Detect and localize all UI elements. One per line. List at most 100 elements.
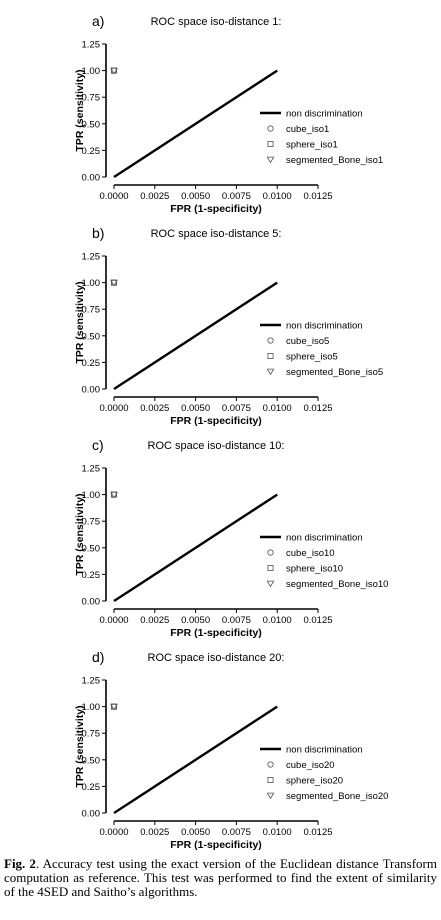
legend-entry: non discrimination <box>286 533 363 544</box>
x-tick-label: 0.0025 <box>140 615 169 626</box>
x-tick-label: 0.0000 <box>99 615 128 626</box>
panel-label: b) <box>92 225 104 241</box>
data-point-triangle-down <box>110 67 118 75</box>
legend-swatch-square <box>267 776 274 783</box>
chart-panel-2: b) ROC space iso-distance 5: 0.00 0.25 0.50 0… <box>74 225 383 427</box>
legend-swatch-triangle-down <box>266 156 275 164</box>
panel-label: c) <box>92 437 104 453</box>
chart-title: ROC space iso-distance 10: <box>148 440 285 452</box>
y-tick-label: 1.25 <box>82 464 101 475</box>
legend-swatch-triangle-down <box>266 368 275 376</box>
x-axis-label: FPR (1-specificity) <box>170 627 262 639</box>
y-tick-label: 0.00 <box>82 809 101 820</box>
y-axis-label: TPR (sensitivity) <box>74 69 86 151</box>
legend-entry: sphere_iso20 <box>286 776 343 787</box>
caption-label: Fig. 2 <box>4 856 36 871</box>
data-point-triangle-down <box>110 703 118 711</box>
y-tick-label: 0.75 <box>82 93 101 104</box>
legend-swatch-triangle-down <box>266 580 275 588</box>
chart-title: ROC space iso-distance 1: <box>151 16 282 28</box>
x-tick-label: 0.0025 <box>140 403 169 414</box>
x-axis-label: FPR (1-specificity) <box>170 203 262 215</box>
legend-swatch-square <box>267 140 274 147</box>
y-tick-label: 0.50 <box>82 119 101 130</box>
x-tick-label: 0.0025 <box>140 827 169 838</box>
chart-title: ROC space iso-distance 5: <box>151 228 282 240</box>
x-axis-label: FPR (1-specificity) <box>170 415 262 427</box>
legend-swatch-triangle-down <box>266 792 275 800</box>
x-tick-label: 0.0025 <box>140 191 169 202</box>
series-line-non-discrimination <box>113 705 278 815</box>
data-point-triangle-down <box>110 279 118 287</box>
y-tick-label: 1.25 <box>82 252 101 263</box>
panel-label: a) <box>92 13 104 29</box>
legend-entry: segmented_Bone_iso20 <box>286 791 388 802</box>
legend-entry: sphere_iso1 <box>286 140 338 151</box>
y-axis-label: TPR (sensitivity) <box>74 705 86 787</box>
y-axis-label: TPR (sensitivity) <box>74 281 86 363</box>
figure-panels: a) ROC space iso-distance 1: 0.00 0.25 0.50 0… <box>74 13 388 851</box>
legend-swatch-circle <box>267 337 274 344</box>
x-tick-label: 0.0100 <box>263 191 292 202</box>
data-point-triangle-down <box>110 491 118 499</box>
caption-text: . Accuracy test using the exact version … <box>4 856 437 899</box>
legend-entry: cube_iso1 <box>286 124 329 135</box>
series-line-non-discrimination <box>113 281 278 391</box>
legend-entry: segmented_Bone_iso1 <box>286 155 383 166</box>
x-tick-label: 0.0125 <box>303 615 332 626</box>
x-tick-label: 0.0075 <box>222 403 251 414</box>
legend-swatch-square <box>267 564 274 571</box>
x-axis-label: FPR (1-specificity) <box>170 839 262 851</box>
y-tick-label: 0.50 <box>82 543 101 554</box>
legend-entry: sphere_iso10 <box>286 564 343 575</box>
y-tick-label: 0.25 <box>82 782 101 793</box>
y-tick-label: 0.50 <box>82 755 101 766</box>
legend-entry: non discrimination <box>286 745 363 756</box>
chart-panel-1: a) ROC space iso-distance 1: 0.00 0.25 0.50 0… <box>74 13 383 215</box>
y-tick-label: 0.25 <box>82 570 101 581</box>
chart-panel-4: d) ROC space iso-distance 20: 0.00 0.25 0.50… <box>74 649 388 851</box>
legend-entry: sphere_iso5 <box>286 352 338 363</box>
y-axis-label: TPR (sensitivity) <box>74 493 86 575</box>
legend-entry: non discrimination <box>286 109 363 120</box>
legend-entry: cube_iso5 <box>286 336 329 347</box>
y-tick-label: 1.00 <box>82 490 101 501</box>
legend-swatch-circle <box>267 549 274 556</box>
legend-entry: non discrimination <box>286 321 363 332</box>
legend-swatch-square <box>267 352 274 359</box>
legend-swatch-circle <box>267 125 274 132</box>
legend-entry: cube_iso20 <box>286 760 335 771</box>
x-tick-label: 0.0050 <box>181 615 210 626</box>
x-tick-label: 0.0000 <box>99 403 128 414</box>
series-line-non-discrimination <box>113 493 278 603</box>
x-tick-label: 0.0050 <box>181 827 210 838</box>
x-tick-label: 0.0050 <box>181 403 210 414</box>
chart-title: ROC space iso-distance 20: <box>148 652 285 664</box>
x-tick-label: 0.0125 <box>303 403 332 414</box>
y-tick-label: 0.00 <box>82 385 101 396</box>
chart-panel-3: c) ROC space iso-distance 10: 0.00 0.25 0.50… <box>74 437 388 639</box>
y-tick-label: 0.25 <box>82 358 101 369</box>
legend-entry: segmented_Bone_iso5 <box>286 367 383 378</box>
y-tick-label: 0.50 <box>82 331 101 342</box>
legend-entry: segmented_Bone_iso10 <box>286 579 388 590</box>
x-tick-label: 0.0000 <box>99 827 128 838</box>
y-tick-label: 0.00 <box>82 173 101 184</box>
legend-entry: cube_iso10 <box>286 548 335 559</box>
y-tick-label: 1.00 <box>82 66 101 77</box>
y-tick-label: 0.25 <box>82 146 101 157</box>
x-tick-label: 0.0100 <box>263 615 292 626</box>
y-tick-label: 1.00 <box>82 278 101 289</box>
series-line-non-discrimination <box>113 69 278 179</box>
y-tick-label: 1.25 <box>82 676 101 687</box>
x-tick-label: 0.0100 <box>263 827 292 838</box>
panel-label: d) <box>92 649 104 665</box>
x-tick-label: 0.0050 <box>181 191 210 202</box>
y-tick-label: 1.00 <box>82 702 101 713</box>
y-tick-label: 0.75 <box>82 729 101 740</box>
x-tick-label: 0.0100 <box>263 403 292 414</box>
x-tick-label: 0.0075 <box>222 191 251 202</box>
x-tick-label: 0.0125 <box>303 827 332 838</box>
figure-caption: Fig. 2. Accuracy test using the exact ve… <box>4 857 437 899</box>
y-tick-label: 1.25 <box>82 40 101 51</box>
